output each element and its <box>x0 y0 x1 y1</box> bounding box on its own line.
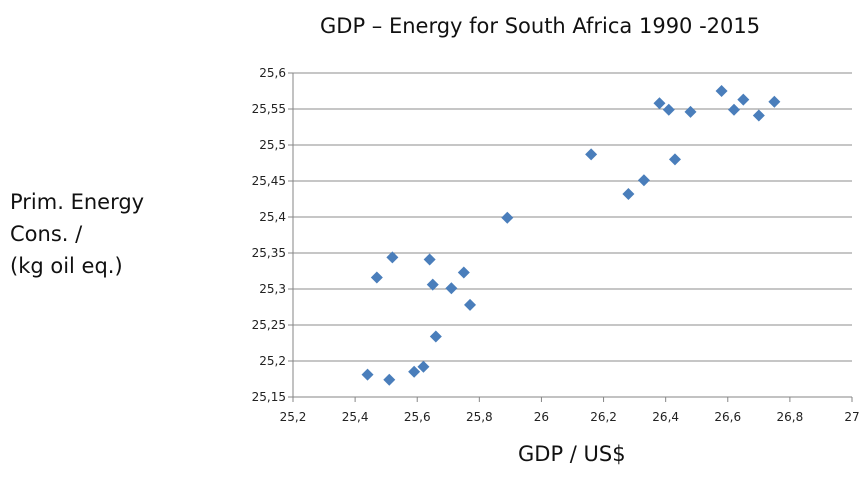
y-tick-label: 25,25 <box>252 318 286 332</box>
data-point <box>662 103 675 116</box>
data-point <box>423 253 436 266</box>
data-point <box>408 365 421 378</box>
x-tick-label: 25,6 <box>404 410 431 424</box>
data-point <box>501 211 514 224</box>
data-point <box>727 103 740 116</box>
x-tick-label: 25,4 <box>342 410 369 424</box>
x-tick-label: 26,8 <box>777 410 804 424</box>
x-tick-label: 26,6 <box>714 410 741 424</box>
y-tick-label: 25,4 <box>259 210 286 224</box>
x-tick-label: 26,4 <box>652 410 679 424</box>
y-tick-label: 25,55 <box>252 102 286 116</box>
y-tick-label: 25,6 <box>259 66 286 80</box>
x-tick-label: 25,8 <box>466 410 493 424</box>
data-point <box>426 278 439 291</box>
data-point <box>464 298 477 311</box>
y-axis-label-line-1: Prim. Energy <box>10 190 145 214</box>
data-point <box>417 360 430 373</box>
x-axis-label: GDP / US$ <box>518 442 626 466</box>
data-points <box>361 85 781 386</box>
data-point <box>445 282 458 295</box>
data-point <box>768 95 781 108</box>
data-point <box>737 93 750 106</box>
data-point <box>370 271 383 284</box>
y-tick-label: 25,15 <box>252 390 286 404</box>
axes <box>288 72 853 402</box>
data-point <box>668 153 681 166</box>
data-point <box>457 266 470 279</box>
y-tick-label: 25,3 <box>259 282 286 296</box>
y-tick-label: 25,5 <box>259 138 286 152</box>
chart-title: GDP – Energy for South Africa 1990 -2015 <box>320 14 761 38</box>
data-point <box>585 148 598 161</box>
data-point <box>637 174 650 187</box>
y-tick-label: 25,45 <box>252 174 286 188</box>
data-point <box>386 251 399 264</box>
data-point <box>752 109 765 122</box>
data-point <box>622 187 635 200</box>
gridlines <box>293 72 852 362</box>
y-axis-label-line-3: (kg oil eq.) <box>10 254 123 278</box>
data-point <box>715 85 728 97</box>
y-axis-label-line-2: Cons. / <box>10 222 83 246</box>
x-tick-label: 25,2 <box>280 410 307 424</box>
y-tick-label: 25,2 <box>259 354 286 368</box>
data-point <box>429 330 442 343</box>
y-axis-label: Prim. Energy Cons. / (kg oil eq.) <box>10 186 144 282</box>
tick-labels: 25,15 25,2 25,25 25,3 25,35 25,4 25,45 25,5 25,5… <box>252 66 860 424</box>
x-tick-label: 26 <box>534 410 549 424</box>
y-tick-label: 25,35 <box>252 246 286 260</box>
data-point <box>684 105 697 118</box>
data-point <box>653 97 666 110</box>
x-tick-label: 27 <box>844 410 859 424</box>
data-point <box>361 368 374 381</box>
data-point <box>383 373 396 386</box>
x-tick-label: 26,2 <box>590 410 617 424</box>
